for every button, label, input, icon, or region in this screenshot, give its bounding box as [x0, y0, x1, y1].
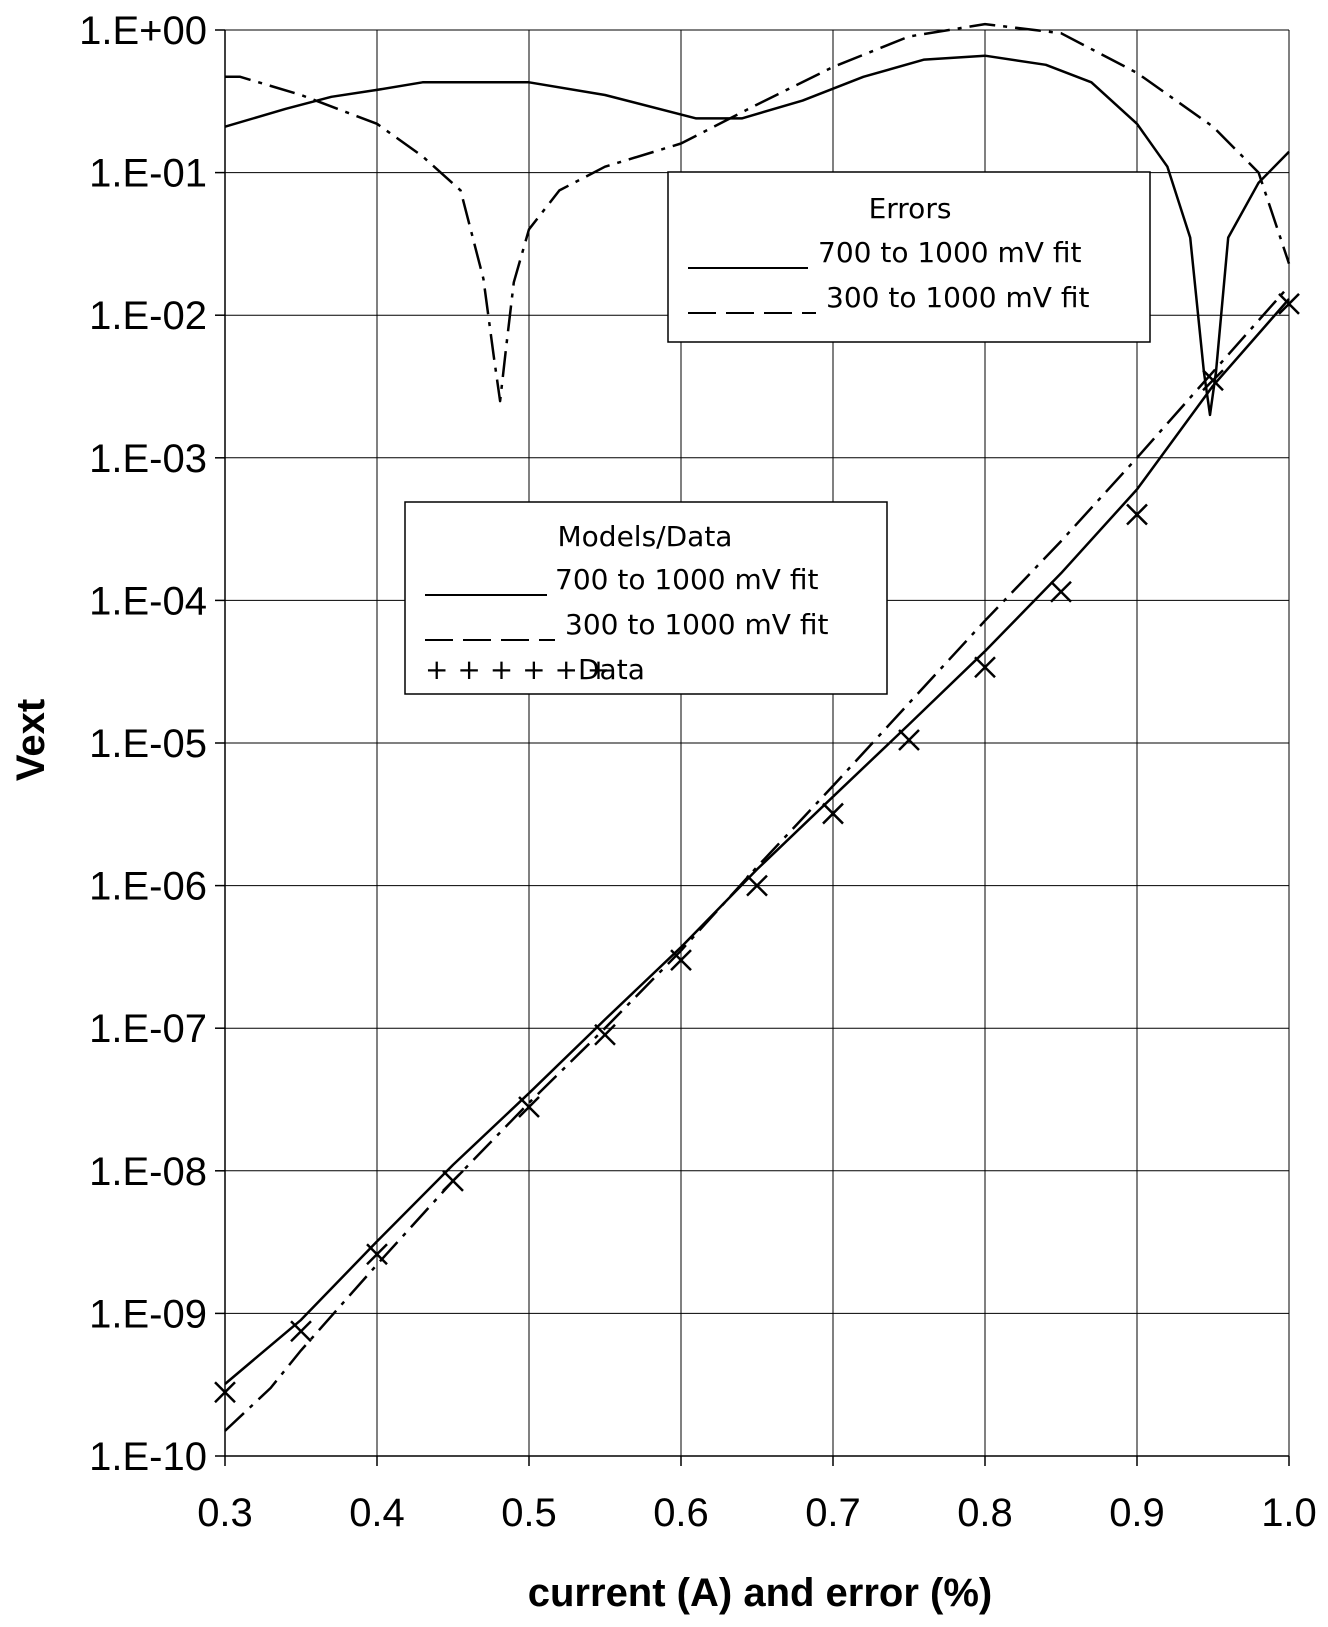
data-marker-stroke [290, 1320, 312, 1343]
data-marker [518, 1096, 540, 1118]
data-marker-stroke [746, 874, 768, 897]
data-marker [366, 1243, 388, 1266]
x-tick-label: 0.6 [653, 1491, 709, 1535]
series-models-data-700-to-1000-mv-fit [224, 298, 1290, 1385]
data-marker-stroke [442, 1169, 464, 1192]
y-tick-label: 1.E-03 [89, 437, 207, 481]
legend-errors-entry-2: 300 to 1000 mV fit [826, 281, 1089, 314]
y-tick-label: 1.E-01 [89, 152, 207, 196]
data-marker-stroke [898, 729, 920, 751]
x-tick-label: 1.0 [1261, 1491, 1317, 1535]
x-tick-label: 0.7 [805, 1491, 861, 1535]
data-marker [1278, 293, 1300, 315]
data-marker-stroke [1126, 503, 1148, 526]
legend-models-title: Models/Data [558, 520, 733, 553]
data-marker [670, 949, 692, 972]
legend-models-entry-2: 300 to 1000 mV fit [565, 608, 828, 641]
data-marker-stroke [974, 656, 996, 679]
x-tick-label: 0.9 [1109, 1491, 1165, 1535]
legend-models-entry-3: Data [578, 653, 645, 686]
y-tick-label: 1.E-07 [89, 1007, 207, 1051]
data-marker-stroke [822, 802, 844, 825]
y-tick-label: 1.E-06 [89, 865, 207, 909]
data-marker-stroke [1278, 293, 1300, 315]
data-marker [822, 802, 844, 825]
data-marker [898, 729, 920, 751]
data-marker [594, 1023, 616, 1046]
y-tick-label: 1.E+00 [79, 9, 207, 53]
data-marker [442, 1169, 464, 1192]
x-tick-label: 0.5 [501, 1491, 557, 1535]
data-marker [974, 656, 996, 679]
tick-label-layer: 0.3 0.4 0.5 0.6 0.7 0.8 0.9 1.0 1.E+00 1.E-01 1.E-… [79, 9, 1317, 1535]
y-tick-label: 1.E-09 [89, 1292, 207, 1336]
legend-errors-entry-1: 700 to 1000 mV fit [818, 236, 1081, 269]
series-models-data-300-to-1000-mv-fit [224, 285, 1290, 1432]
marker-layer [214, 293, 1300, 1404]
y-tick-label: 1.E-04 [89, 579, 207, 623]
data-marker [746, 874, 768, 897]
data-marker [1202, 369, 1224, 392]
data-marker-stroke [670, 949, 692, 972]
y-tick-label: 1.E-02 [89, 294, 207, 338]
x-tick-label: 0.8 [957, 1491, 1013, 1535]
y-tick-label: 1.E-10 [89, 1435, 207, 1479]
data-marker [1050, 580, 1072, 603]
series-layer [224, 22, 1291, 1432]
legend-errors-title: Errors [869, 192, 952, 225]
legend-models-data: Models/Data 700 to 1000 mV fit 300 to 10… [404, 501, 888, 695]
x-tick-label: 0.3 [197, 1491, 253, 1535]
legend-models-entry-1: 700 to 1000 mV fit [555, 563, 818, 596]
y-tick-label: 1.E-05 [89, 722, 207, 766]
axes-layer [215, 29, 1290, 1466]
data-marker [290, 1320, 312, 1343]
data-marker [1126, 503, 1148, 526]
data-marker-stroke [594, 1023, 616, 1046]
data-marker-stroke [518, 1096, 540, 1118]
series-errors-300-to-1000-mv-fit [225, 22, 1291, 403]
y-tick-label: 1.E-08 [89, 1150, 207, 1194]
data-marker-stroke [366, 1243, 388, 1266]
data-marker-stroke [1202, 369, 1224, 392]
legend-errors: Errors 700 to 1000 mV fit 300 to 1000 mV… [667, 171, 1151, 343]
legend-models-marker-swatch: + + + + + + [425, 653, 610, 686]
y-axis-title: Vext [9, 699, 53, 781]
series-errors-700-to-1000-mv-fit [224, 54, 1290, 417]
data-marker-stroke [1050, 580, 1072, 603]
x-axis-title: current (A) and error (%) [528, 1571, 993, 1615]
legend-models-box [404, 501, 888, 695]
x-tick-label: 0.4 [349, 1491, 405, 1535]
